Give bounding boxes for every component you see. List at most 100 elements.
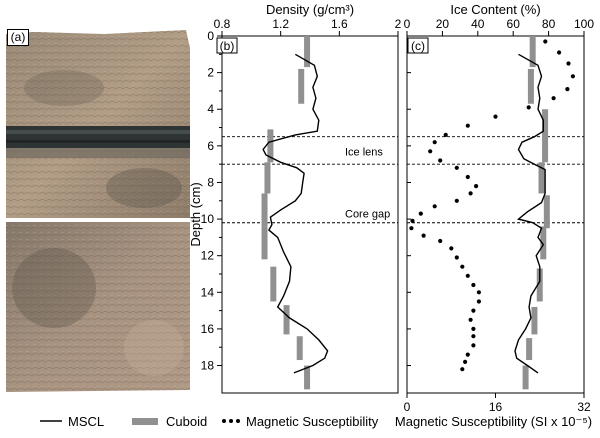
cuboid-bar — [531, 306, 538, 335]
cuboid-bar — [536, 268, 543, 302]
magnetic-susceptibility-point — [428, 149, 433, 154]
cuboid-bar — [526, 338, 533, 361]
panel-b-label-box — [216, 37, 238, 54]
panel-b-y-tick-label: 14 — [201, 285, 215, 299]
mscl-ice-line — [514, 53, 546, 374]
magnetic-susceptibility-point — [471, 334, 476, 339]
magnetic-susceptibility-point — [471, 282, 476, 288]
panel-c-label: (c) — [411, 39, 425, 53]
magnetic-susceptibility-point — [438, 238, 443, 244]
magnetic-susceptibility-point — [471, 308, 476, 313]
magnetic-susceptibility-point — [474, 184, 479, 189]
magnetic-susceptibility-point — [410, 218, 415, 223]
panel-c-top-tick-label: 40 — [471, 17, 485, 31]
legend-mscl-label: MSCL — [68, 414, 104, 429]
magnetic-susceptibility-point — [454, 198, 459, 203]
magnetic-susceptibility-point — [543, 39, 548, 44]
panel-b-x-tick-label: 0.8 — [214, 17, 231, 31]
magnetic-susceptibility-point — [409, 226, 414, 231]
magnetic-susceptibility-point — [432, 204, 437, 209]
panel-b-y-tick-label: 10 — [201, 212, 215, 226]
cuboid-bar — [538, 162, 545, 194]
panel-b-reference-lines — [222, 136, 398, 224]
magnetic-susceptibility-point — [460, 367, 465, 372]
panel-b-x-axis: 0.8 1.2 1.6 2 — [214, 17, 402, 36]
panel-b-y-tick-label: 4 — [207, 102, 214, 116]
legend-cuboid-swatch — [132, 418, 158, 425]
panel-c-top-tick-label: 60 — [507, 17, 521, 31]
magnetic-susceptibility-point — [557, 50, 562, 55]
magnetic-susceptibility-point — [465, 273, 470, 278]
panel-c-top-label: Ice Content (%) — [450, 2, 540, 17]
panel-b-y-tick-label: 8 — [207, 175, 214, 189]
legend-ms-dot — [222, 419, 226, 423]
magnetic-susceptibility-point — [418, 211, 423, 216]
panel-b-y-tick-label: 6 — [207, 139, 214, 153]
cuboid-bar — [527, 68, 534, 104]
panel-c-top-tick-label: 0 — [404, 17, 411, 31]
cuboid-bar — [270, 266, 277, 302]
panel-c-chart: 0 20 40 60 80 100 0 16 32 Ice Content (%) Magne… — [395, 2, 594, 429]
panel-c-bottom-tick-label: 0 — [404, 400, 411, 414]
magnetic-susceptibility-point — [471, 343, 476, 348]
cuboid-bar — [298, 68, 305, 104]
panel-b-y-tick-label: 16 — [201, 322, 215, 336]
magnetic-susceptibility-point — [526, 105, 531, 110]
cuboid-bar — [267, 129, 274, 163]
cuboid-bar — [296, 336, 303, 361]
magnetic-susceptibility-point — [454, 165, 459, 170]
panel-c-label-box — [407, 37, 429, 54]
magnetic-susceptibility-point — [460, 264, 465, 269]
legend: MSCL Cuboid Magnetic Susceptibility — [40, 414, 379, 429]
panel-b-label: (b) — [220, 39, 235, 53]
legend-cuboid-label: Cuboid — [166, 414, 207, 429]
panel-b-y-tick-label: 18 — [201, 359, 215, 373]
panel-b-y-tick-label: 12 — [201, 249, 215, 263]
magnetic-susceptibility-point — [566, 61, 571, 66]
magnetic-susceptibility-point — [454, 255, 459, 260]
magnetic-susceptibility-point — [432, 140, 437, 145]
panel-c-bottom-tick-label: 32 — [577, 400, 591, 414]
cuboid-bar — [261, 193, 268, 227]
panel-c-series — [409, 36, 576, 390]
cuboid-bar — [261, 226, 268, 260]
cuboid-bar — [283, 305, 290, 335]
legend-ms-dot — [236, 419, 240, 423]
annotation-core-gap: Core gap — [345, 209, 390, 221]
magnetic-susceptibility-point — [476, 290, 481, 295]
panel-b-chart: 0.8 1.2 1.6 2 0 2 4 6 8 10 12 14 16 18 Ice lens Core … — [188, 2, 402, 394]
core-photo-image — [4, 30, 194, 392]
cuboid-bar — [540, 226, 547, 260]
magnetic-susceptibility-point — [476, 299, 481, 304]
panel-b-x-label: Density (g/cm³) — [266, 2, 354, 17]
magnetic-susceptibility-point — [421, 233, 426, 238]
panel-c-bottom-tick-label: 16 — [489, 400, 503, 414]
panel-c-top-tick-label: 20 — [436, 17, 450, 31]
panel-b-x-tick-label: 1.2 — [272, 17, 289, 31]
panel-b-y-tick-label: 2 — [207, 66, 214, 80]
cuboid-bar — [522, 365, 529, 390]
panel-c-reference-lines — [407, 136, 584, 224]
cuboid-bar — [264, 162, 271, 194]
panel-c-frame — [406, 35, 585, 394]
panel-a-label: (a) — [7, 29, 29, 46]
legend-ms-dot — [229, 419, 233, 423]
magnetic-susceptibility-point — [449, 246, 454, 251]
cuboid-bar — [304, 36, 311, 68]
legend-ms-label: Magnetic Susceptibility — [246, 414, 379, 429]
core-photograph — [4, 28, 194, 394]
magnetic-susceptibility-point — [465, 123, 470, 128]
magnetic-susceptibility-point — [468, 317, 473, 322]
magnetic-susceptibility-point — [465, 352, 470, 357]
panel-b-annotations: Ice lens Core gap — [345, 146, 390, 220]
magnetic-susceptibility-point — [443, 132, 448, 137]
panel-c-top-axis: 0 20 40 60 80 100 — [404, 17, 594, 36]
panel-c-top-tick-label: 80 — [542, 17, 556, 31]
mscl-density-line — [262, 53, 329, 374]
annotation-ice-lens: Ice lens — [345, 146, 383, 158]
panel-b-y-axis: 0 2 4 6 8 10 12 14 16 18 — [201, 29, 222, 373]
cuboid-bar — [304, 365, 311, 390]
panel-c-top-tick-label: 100 — [574, 17, 594, 31]
panel-b-y-label: Depth (cm) — [188, 182, 203, 246]
